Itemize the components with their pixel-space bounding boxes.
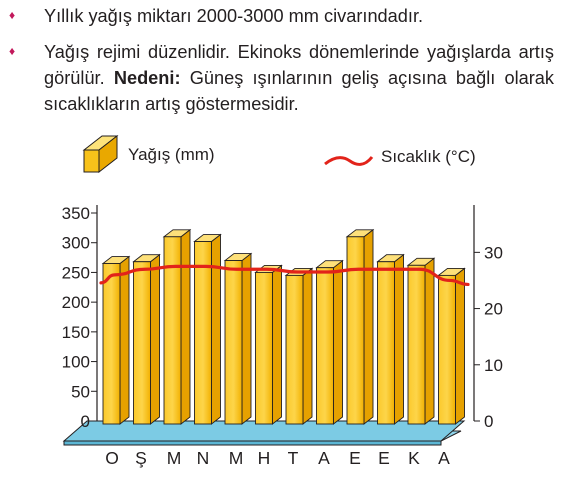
temperature-curve xyxy=(99,264,470,287)
left-axis-tick-label: 0 xyxy=(81,412,90,431)
precip-bar xyxy=(101,255,131,425)
left-axis-tick-label: 200 xyxy=(62,293,90,312)
precip-bar-side xyxy=(272,264,282,425)
precip-bar xyxy=(193,233,222,425)
precip-bar-front xyxy=(377,261,395,425)
bullet-2-text-after: Güneş ışınlarının geliş açısına bağlı ol… xyxy=(44,68,554,114)
precip-bar-front xyxy=(133,261,151,425)
bullet-icon: ♦ xyxy=(9,8,16,22)
precip-bar-front xyxy=(163,236,182,425)
left-axis-tick-label: 150 xyxy=(62,323,90,342)
precip-bar xyxy=(315,259,344,425)
legend-temp-label: Sıcaklık (°C) xyxy=(381,147,476,166)
month-label: T xyxy=(288,448,299,468)
month-label: K xyxy=(408,448,420,468)
legend-precip-label: Yağış (mm) xyxy=(128,145,215,164)
left-axis-tick-label: 350 xyxy=(62,204,90,223)
bullet-2-text-before: Yağış rejimi düzenlidir. Ekinoks dönemle… xyxy=(44,42,554,88)
month-label: E xyxy=(349,448,361,468)
bullet-2-bold: Nedeni: xyxy=(113,68,181,88)
month-label: H xyxy=(258,448,271,468)
precip-bar-side xyxy=(180,228,191,425)
month-label: O xyxy=(105,448,119,468)
month-label: N xyxy=(197,448,210,468)
left-axis-tick-label: 300 xyxy=(62,234,90,253)
month-label: M xyxy=(167,448,182,468)
right-axis-tick-label: 0 xyxy=(484,412,493,431)
precip-bar xyxy=(376,253,405,425)
temperature-line xyxy=(99,264,470,287)
precip-bar-side xyxy=(333,259,343,425)
precip-bar-front xyxy=(102,263,121,425)
legend-bar-icon xyxy=(82,134,119,174)
bullet-1-text: Yıllık yağış miktarı 2000-3000 mm civarı… xyxy=(44,6,424,26)
precip-bar-front xyxy=(316,267,334,425)
month-label: A xyxy=(318,448,330,468)
legend: Yağış (mm) Sıcaklık (°C) xyxy=(82,134,476,174)
precip-bar-front xyxy=(438,274,456,425)
precip-bar-front xyxy=(194,241,212,425)
precip-bar-front xyxy=(285,274,304,425)
precip-bar xyxy=(132,253,161,425)
precip-bar-side xyxy=(241,252,252,425)
bullet-text-1: Yıllık yağış miktarı 2000-3000 mm civarı… xyxy=(44,3,554,29)
precip-bar-front xyxy=(346,236,365,425)
chart-bars xyxy=(101,228,466,425)
precip-bar-front xyxy=(407,264,426,425)
precip-bar-side xyxy=(363,228,374,425)
precip-bar xyxy=(162,228,192,425)
chart-floor xyxy=(62,420,466,446)
precip-bar-side xyxy=(455,267,465,425)
legend-line-icon xyxy=(324,156,374,166)
month-label: Ş xyxy=(135,448,147,468)
right-axis-tick-label: 30 xyxy=(484,243,503,262)
precip-bar xyxy=(284,267,314,425)
chart-axes: 0 50 100 150 200 250 300 350 0 10 20 30 xyxy=(62,204,503,431)
precip-bar xyxy=(254,264,283,425)
precip-bar xyxy=(437,267,466,425)
precip-bar-side xyxy=(302,267,313,425)
precip-bar xyxy=(406,257,436,425)
left-axis-tick-label: 250 xyxy=(62,263,90,282)
precip-bar-front xyxy=(255,271,273,425)
month-label: A xyxy=(438,448,450,468)
precip-bar-side xyxy=(211,233,221,425)
precip-bar-front xyxy=(224,260,243,425)
precip-bar-side xyxy=(119,255,130,425)
month-label: M xyxy=(229,448,244,468)
bullet-icon: ♦ xyxy=(9,44,16,58)
month-label: E xyxy=(378,448,390,468)
precip-bar xyxy=(223,252,253,425)
left-axis-tick-label: 100 xyxy=(62,353,90,372)
precip-bar xyxy=(345,228,375,425)
precip-bar-side xyxy=(150,253,160,425)
right-axis-tick-label: 20 xyxy=(484,300,503,319)
precip-bar-side xyxy=(394,253,404,425)
right-axis-tick-label: 10 xyxy=(484,356,503,375)
floor-edge xyxy=(63,440,442,446)
left-axis-tick-label: 50 xyxy=(71,382,90,401)
precip-bar-side xyxy=(424,257,435,425)
bullet-text-2: Yağış rejimi düzenlidir. Ekinoks dönemle… xyxy=(44,39,554,117)
